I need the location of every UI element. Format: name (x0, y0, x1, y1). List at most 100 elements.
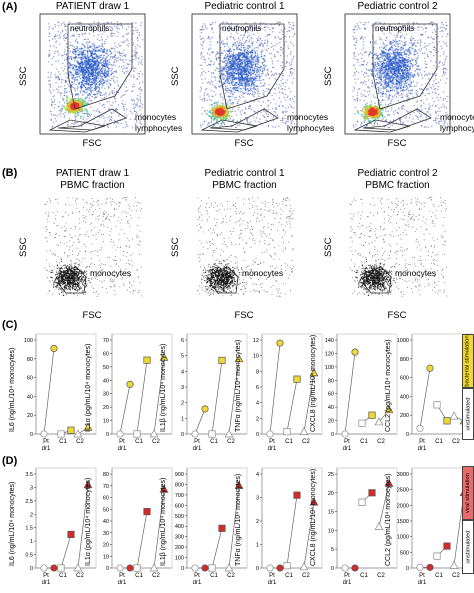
ssc-label-b-2: SSC (170, 237, 181, 257)
flow-plot-b-3 (345, 193, 450, 305)
y-tick-label: 20 (328, 491, 334, 497)
x-tick-label: Pt (419, 439, 425, 445)
pair-line (228, 485, 240, 569)
x-tick-label: Pt (194, 439, 200, 445)
y-tick-label: 10 (103, 419, 109, 425)
panel-a-letter: (A) (2, 1, 18, 13)
cytokine-chart-9: 0 100 200 300 400 500 600 700 800 900 Pt dr1 C1 C2 (175, 467, 248, 590)
stimulated-point (368, 411, 376, 419)
stimulated-point (276, 564, 284, 572)
cytokine-chart-8: 0 10 20 30 40 50 60 70 80 Pt dr1 C1 C2 (103, 467, 173, 590)
pair-line (211, 360, 223, 435)
x-tick-label: Pt (419, 573, 425, 579)
y-tick-label: 140 (325, 338, 334, 344)
cytokine-ylabel-1: IL6 (ng/mL/10⁴ monocytes) (9, 347, 16, 432)
x-tick-label: dr1 (343, 446, 352, 452)
y-tick-label: 40 (328, 405, 334, 411)
y-tick-label: 0 (256, 566, 259, 572)
unstimulated-point (433, 401, 441, 409)
y-tick-label: 10 (328, 528, 334, 534)
unstimulated-point (266, 564, 274, 572)
flow-plot-a-3 (344, 13, 451, 135)
stimulated-point (218, 356, 226, 364)
cytokine-chart-2: 0 10 20 30 40 50 60 70 Pt dr1 C1 C2 (103, 333, 173, 456)
stimulated-point (234, 354, 244, 363)
stimulated-point (368, 489, 376, 497)
fsc-label-a-3: FSC (387, 138, 407, 149)
y-tick-label: 60 (103, 351, 109, 357)
stimulated-point (351, 348, 359, 356)
gate-monocytes-a-3: monocytes (440, 112, 474, 122)
viral-stimulation-label: viral stimulation (465, 473, 472, 513)
stimulated-point (309, 497, 319, 506)
flow-title-b-3: Pediatric control 2 (357, 168, 438, 179)
unstimulated-point (133, 564, 141, 572)
stimulated-point (201, 564, 209, 572)
pair-line (378, 483, 390, 527)
x-tick-label: Pt (43, 439, 49, 445)
gate-lymphocytes-a-2: lymphocytes (287, 123, 335, 133)
fsc-label-a-2: FSC (234, 138, 254, 149)
y-tick-label: 50 (103, 507, 109, 513)
stimulated-point (234, 480, 244, 489)
stimulated-point (67, 426, 75, 434)
y-tick-label: 10 (253, 354, 259, 360)
flow-title-b-1: PATIENT draw 1 (55, 168, 130, 179)
ssc-label-a-3: SSC (323, 66, 334, 86)
pair-line (43, 348, 55, 435)
y-tick-label: 30 (103, 531, 109, 537)
cytokine-ylabel-3: IL1β (ng/mL/10⁴ monocytes) (160, 343, 167, 432)
gate-monocytes-b-1: monocytes (90, 268, 132, 278)
y-tick-label: 80 (103, 472, 109, 478)
y-tick-label: 20 (103, 543, 109, 549)
y-tick-label: 40 (27, 394, 33, 400)
y-tick-label: 15 (328, 510, 334, 516)
x-tick-label: dr1 (418, 446, 427, 452)
x-tick-label: dr1 (268, 446, 277, 452)
y-tick-label: 6 (256, 385, 259, 391)
y-tick-label: 1 (30, 539, 33, 545)
unstimulated-label-box-c: unstimulated (462, 388, 474, 440)
y-tick-label: 0 (30, 566, 33, 572)
pair-line (153, 489, 165, 569)
x-tick-label: dr1 (343, 580, 352, 586)
y-tick-label: 800 (175, 482, 184, 488)
cytokine-ylabel-9: IL1β (ng/mL/10⁴ monocytes) (160, 477, 167, 566)
gate-neutrophils-a-2: neutrophils (222, 24, 262, 33)
y-tick-label: 3.5 (25, 472, 33, 478)
unstimulated-point (116, 564, 124, 572)
stimulated-point (201, 405, 209, 413)
pair-line (228, 358, 240, 435)
x-tick-label: C1 (360, 439, 368, 445)
y-tick-label: 2000 (397, 503, 409, 509)
fsc-label-b-2: FSC (234, 310, 254, 321)
x-tick-label: dr1 (193, 580, 202, 586)
x-tick-label: Pt (269, 439, 275, 445)
x-tick-label: C1 (135, 439, 143, 445)
y-tick-label: 80 (27, 357, 33, 363)
y-tick-label: 200 (175, 545, 184, 551)
dot-plot-b-3 (349, 196, 448, 297)
y-tick-label: 40 (103, 378, 109, 384)
unstimulated-point (341, 564, 349, 572)
y-tick-label: 500 (175, 514, 184, 520)
y-tick-label: 1.5 (25, 526, 33, 532)
flow-subtitle-b-3: PBMC fraction (365, 180, 430, 191)
flow-title-a-1: PATIENT draw 1 (55, 1, 130, 12)
stimulated-point (143, 356, 151, 364)
cytokine-ylabel-7: IL6 (ng/mL/10⁴ monocytes) (9, 481, 16, 566)
pair-line (286, 379, 298, 432)
y-tick-label: 40 (103, 519, 109, 525)
gate-lymphocytes-a-3: lymphocytes (440, 123, 474, 133)
flow-plot-a-1 (39, 13, 146, 135)
unstimulated-point (116, 430, 124, 438)
stimulated-point (218, 524, 226, 532)
flow-title-b-2: Pediatric control 1 (204, 168, 285, 179)
unstimulated-point (358, 498, 366, 506)
stimulated-point (293, 375, 301, 383)
